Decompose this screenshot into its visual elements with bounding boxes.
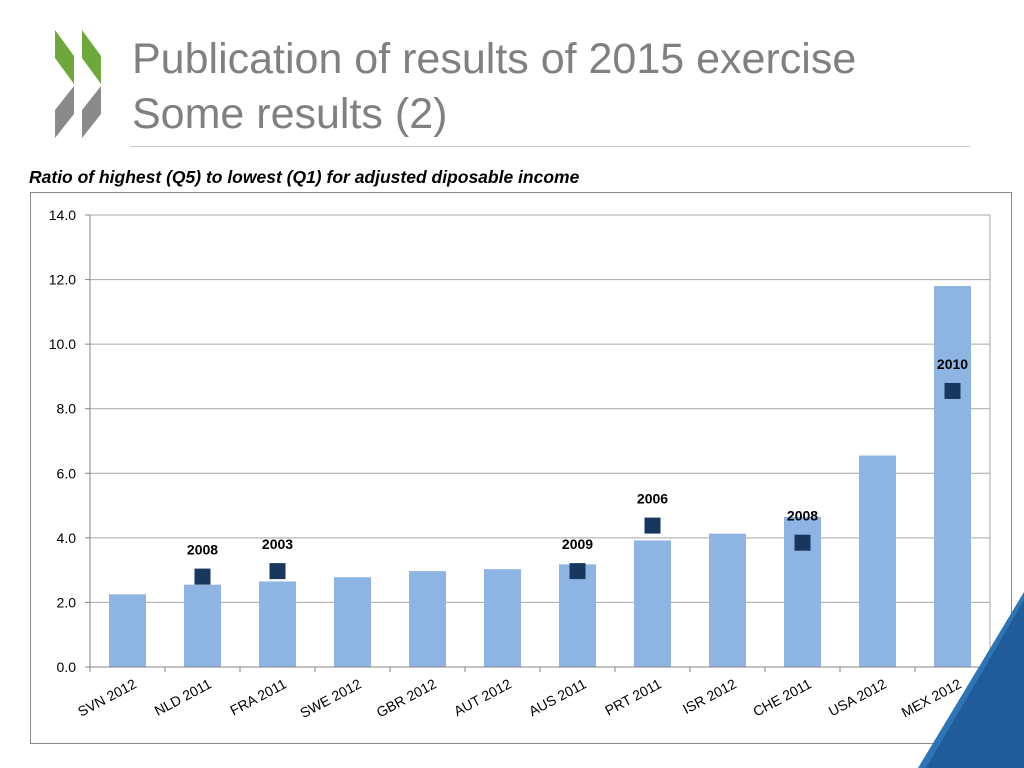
bar	[109, 594, 146, 667]
data-label: 2006	[637, 491, 668, 507]
y-tick-label: 12.0	[49, 272, 76, 288]
bar	[709, 533, 746, 667]
logo-chevron-green-right	[82, 30, 101, 84]
y-tick-label: 0.0	[57, 659, 77, 675]
bar	[409, 571, 446, 667]
x-tick-label: CHE 2011	[750, 675, 814, 719]
marker-point	[194, 568, 211, 585]
bar	[859, 455, 896, 667]
bar	[484, 569, 521, 667]
y-tick-label: 8.0	[57, 401, 77, 417]
bar-chart: 0.0 2.0 4.0 6.0 8.0 10.0 12.0 14.0 SVN 2012 NLD 2…	[49, 207, 991, 721]
oecd-logo	[55, 30, 101, 138]
data-label: 2008	[187, 542, 218, 558]
x-tick-label: SVN 2012	[75, 675, 139, 719]
x-tick-label: GBR 2012	[374, 675, 439, 720]
data-label: 2010	[937, 356, 968, 372]
marker-point	[269, 563, 286, 580]
x-tick-label: AUT 2012	[451, 675, 514, 719]
bar	[259, 581, 296, 667]
chart-frame: 0.0 2.0 4.0 6.0 8.0 10.0 12.0 14.0 SVN 2012 NLD 2…	[30, 192, 1012, 744]
y-tick-label: 6.0	[57, 465, 77, 481]
marker-point	[644, 517, 661, 534]
marker-point	[794, 534, 811, 551]
x-tick-label: NLD 2011	[152, 675, 214, 718]
x-tick-label: USA 2012	[826, 675, 889, 719]
logo-chevron-gray-left	[55, 86, 74, 138]
y-tick-label: 2.0	[57, 594, 77, 610]
data-label: 2003	[262, 536, 293, 552]
y-tick-label: 10.0	[49, 336, 76, 352]
logo-chevron-gray-right	[82, 86, 101, 138]
slide-subtitle: Some results (2)	[132, 90, 448, 138]
bar	[559, 564, 596, 667]
header-divider	[130, 146, 970, 147]
x-tick-label: MEX 2012	[899, 675, 964, 720]
logo-chevron-green-left	[55, 30, 74, 84]
y-tick-label: 14.0	[49, 207, 76, 223]
marker-point	[944, 382, 961, 399]
data-label: 2008	[787, 508, 818, 524]
x-tick-label: PRT 2011	[602, 675, 664, 718]
slide-title: Publication of results of 2015 exercise	[132, 35, 857, 83]
chart-caption: Ratio of highest (Q5) to lowest (Q1) for…	[29, 167, 580, 187]
x-tick-label: FRA 2011	[227, 675, 289, 718]
y-tick-label: 4.0	[57, 530, 77, 546]
data-label: 2009	[562, 536, 593, 552]
bar	[634, 540, 671, 667]
bar	[334, 577, 371, 667]
bar	[934, 286, 971, 667]
x-tick-label: AUS 2011	[526, 675, 589, 719]
marker-point	[569, 563, 586, 580]
x-tick-label: SWE 2012	[297, 675, 364, 721]
x-tick-label: ISR 2012	[680, 675, 739, 717]
bar	[184, 584, 221, 667]
